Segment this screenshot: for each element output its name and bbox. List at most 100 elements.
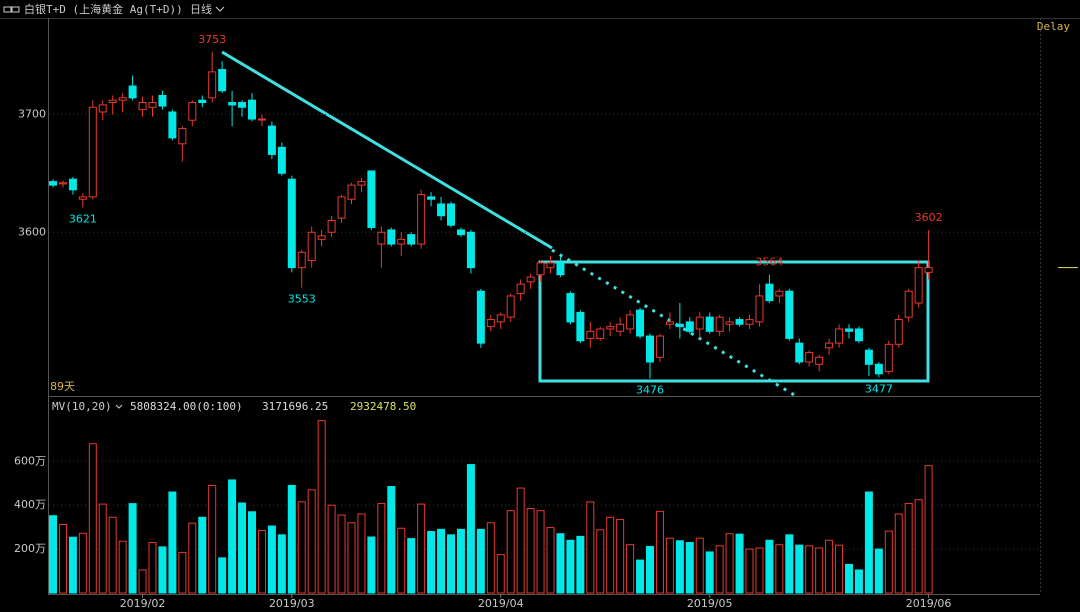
extreme-label: 3476 <box>636 383 664 396</box>
ma10-readout: 3171696.25 <box>262 400 328 413</box>
candle-body <box>835 328 844 344</box>
volume-bar <box>566 539 575 594</box>
volume-bar <box>108 516 117 594</box>
candle-body <box>924 267 933 273</box>
candle-body <box>447 203 455 226</box>
candle-body <box>506 295 515 318</box>
candle-body <box>566 293 575 323</box>
chart-icon <box>3 6 20 13</box>
candle-body <box>337 196 346 219</box>
volume-bar <box>874 548 883 594</box>
volume-bar <box>327 504 336 594</box>
candle-body <box>675 323 684 328</box>
volume-bar <box>655 510 664 594</box>
candle-body <box>248 99 256 120</box>
volume-bar <box>297 501 306 594</box>
candle-body <box>586 330 595 339</box>
volume-bar <box>486 522 495 594</box>
volume-bar <box>148 542 157 594</box>
volume-bar <box>516 487 525 594</box>
volume-bar <box>695 537 704 594</box>
volume-bar <box>785 534 794 594</box>
candle-body <box>257 118 266 121</box>
volume-bar <box>238 502 247 594</box>
volume-bar <box>626 544 635 594</box>
candle-body <box>128 85 137 99</box>
x-tick-label: 2019/06 <box>906 597 952 610</box>
volume-bar <box>377 502 386 594</box>
volume-bar <box>188 522 197 594</box>
volume-bar <box>825 539 834 594</box>
candle-body <box>327 219 336 233</box>
y-tick-label: 3600 <box>18 225 46 238</box>
volume-bar <box>307 489 316 594</box>
x-tick-label: 2019/03 <box>269 597 315 610</box>
extreme-label: 3753 <box>198 33 226 46</box>
volume-bar <box>367 536 376 594</box>
volume-bar <box>198 516 207 594</box>
volume-bar <box>496 554 505 594</box>
candle-body <box>496 314 505 323</box>
candle-body <box>815 356 824 365</box>
volume-bar <box>805 545 814 594</box>
indicator-name[interactable]: MV(10,20) <box>52 400 112 413</box>
volume-bar <box>755 547 764 594</box>
candle-body <box>795 342 804 363</box>
volume-bar <box>248 511 256 594</box>
indicator-dropdown-arrow[interactable] <box>115 404 123 409</box>
candle-body <box>476 290 485 344</box>
candle-body <box>158 94 167 107</box>
volume-bar <box>267 525 276 594</box>
volume-bar <box>407 538 416 594</box>
volume-bar <box>636 559 645 594</box>
volume-bar <box>357 513 366 594</box>
volume-bar <box>596 529 605 594</box>
volume-bar <box>347 522 356 594</box>
candle-body <box>894 319 903 345</box>
volume-bar <box>178 551 187 594</box>
volume-bar <box>168 491 177 594</box>
candle-body <box>437 203 446 217</box>
candle-body <box>526 276 535 283</box>
volume-bar <box>606 516 615 594</box>
volume-bar <box>894 513 903 594</box>
period-selector[interactable]: 日线 <box>190 2 212 16</box>
y-tick-label: 3700 <box>18 107 46 120</box>
drawings <box>221 50 930 398</box>
candle-body <box>556 262 565 276</box>
candle-body <box>427 196 436 200</box>
period-dropdown-arrow[interactable] <box>215 6 225 12</box>
candle-body <box>387 229 396 245</box>
candle-body <box>616 323 625 332</box>
volume-bar <box>924 465 933 594</box>
volume-bar <box>845 563 853 594</box>
volume-bar <box>427 531 436 594</box>
candle-body <box>864 349 873 365</box>
candle-body <box>636 309 645 337</box>
candle-body <box>765 283 774 302</box>
volume-bar <box>586 501 595 594</box>
ma20-readout: 2932478.50 <box>350 400 416 413</box>
candle-body <box>347 184 356 200</box>
extreme-label: 3621 <box>69 213 97 226</box>
candle-body <box>735 319 744 325</box>
volume-bar <box>725 533 734 594</box>
volume-bar <box>118 540 127 594</box>
candle-body <box>665 321 674 325</box>
volume-bar <box>556 533 565 594</box>
status-label: Delay <box>1037 20 1070 33</box>
volume-bar <box>138 569 147 594</box>
volume-bar <box>78 532 87 594</box>
volume-bar <box>287 484 296 594</box>
volume-bar <box>447 534 455 594</box>
candle-body <box>218 69 227 92</box>
candle-body <box>576 311 585 342</box>
volume-bar <box>685 542 694 594</box>
candle-body <box>626 314 635 330</box>
trend-line <box>221 50 553 250</box>
candle-body <box>49 181 57 186</box>
candle-body <box>874 363 883 375</box>
trend-line-dotted <box>551 248 797 398</box>
